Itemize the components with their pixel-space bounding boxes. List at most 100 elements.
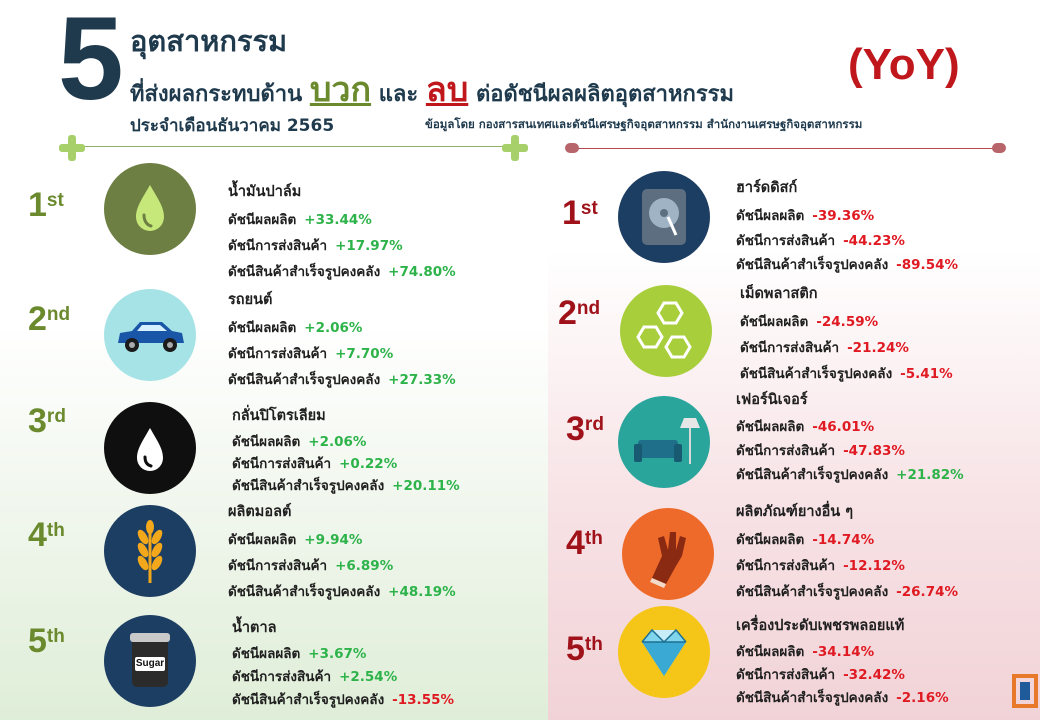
sofa-lamp-icon — [618, 396, 710, 488]
shipment-row: ดัชนีการส่งสินค้า +2.54% — [232, 669, 398, 685]
industry-name: รถยนต์ — [228, 292, 273, 308]
shipment-value: -32.42% — [843, 667, 905, 683]
hard-disk-icon — [618, 171, 710, 263]
negative-item-3: เฟอร์นิเจอร์ ดัชนีผลผลิต -46.01% ดัชนีการ… — [736, 388, 964, 487]
minus-icon — [565, 143, 579, 153]
industry-name: ผลิตมอลต์ — [228, 504, 292, 520]
negative-item-4: ผลิตภัณฑ์ยางอื่น ๆ ดัชนีผลผลิต -14.74% ดั… — [736, 500, 958, 605]
negative-divider — [568, 148, 998, 149]
sugar-jar-icon: Sugar — [104, 615, 196, 707]
industry-name: กลั่นปิโตรเลียม — [232, 408, 326, 424]
industry-name: เฟอร์นิเจอร์ — [736, 392, 808, 408]
negative-item-2: เม็ดพลาสติก ดัชนีผลผลิต -24.59% ดัชนีการส… — [740, 282, 953, 387]
production-value: +3.67% — [308, 646, 367, 662]
rubber-glove-icon — [622, 508, 714, 600]
inventory-row: ดัชนีสินค้าสำเร็จรูปคงคลัง -89.54% — [736, 257, 959, 273]
positive-item-4: ผลิตมอลต์ ดัชนีผลผลิต +9.94% ดัชนีการส่งส… — [228, 500, 456, 605]
headline-line1: อุตสาหกรรม — [130, 24, 288, 58]
positive-item-3: กลั่นปิโตรเลียม ดัชนีผลผลิต +2.06% ดัชนีก… — [232, 404, 460, 497]
shipment-value: +17.97% — [335, 238, 403, 254]
rank-negative-3: 3rd — [566, 410, 604, 448]
production-value: -34.14% — [812, 644, 875, 660]
rank-positive-1: 1st — [28, 186, 64, 224]
production-row: ดัชนีผลผลิต -46.01% — [736, 419, 875, 435]
shipment-value: -12.12% — [843, 558, 905, 574]
inventory-row: ดัชนีสินค้าสำเร็จรูปคงคลัง +21.82% — [736, 467, 964, 483]
inventory-row: ดัชนีสินค้าสำเร็จรูปคงคลัง -13.55% — [232, 692, 455, 708]
negative-item-5: เครื่องประดับเพชรพลอยแท้ ดัชนีผลผลิต -34.… — [736, 614, 949, 710]
production-row: ดัชนีผลผลิต -14.74% — [736, 532, 875, 548]
shipment-row: ดัชนีการส่งสินค้า -47.83% — [736, 443, 905, 459]
organization-logo — [1008, 666, 1040, 720]
industry-name: น้ำตาล — [232, 620, 277, 636]
shipment-value: -44.23% — [843, 233, 905, 249]
production-row: ดัชนีผลผลิต -34.14% — [736, 644, 875, 660]
shipment-row: ดัชนีการส่งสินค้า -44.23% — [736, 233, 905, 249]
industry-name: ฮาร์ดดิสก์ — [736, 180, 798, 196]
shipment-row: ดัชนีการส่งสินค้า -21.24% — [740, 340, 909, 356]
inventory-row: ดัชนีสินค้าสำเร็จรูปคงคลัง -2.16% — [736, 690, 949, 706]
diamond-icon — [618, 606, 710, 698]
inventory-value: -2.16% — [896, 690, 949, 706]
positive-item-5: น้ำตาล ดัชนีผลผลิต +3.67% ดัชนีการส่งสินค… — [232, 616, 454, 712]
rank-negative-2: 2nd — [558, 294, 601, 332]
shipment-row: ดัชนีการส่งสินค้า +7.70% — [228, 346, 394, 362]
rank-positive-5: 5th — [28, 622, 65, 660]
wheat-icon — [104, 505, 196, 597]
shipment-value: +0.22% — [339, 456, 398, 472]
positive-item-1: น้ำมันปาล์ม ดัชนีผลผลิต +33.44% ดัชนีการส… — [228, 180, 456, 285]
production-value: +9.94% — [304, 532, 363, 548]
production-value: -39.36% — [812, 208, 875, 224]
yoy-label: (YoY) — [848, 40, 960, 89]
rank-positive-2: 2nd — [28, 300, 71, 338]
shipment-value: +7.70% — [335, 346, 394, 362]
production-value: +33.44% — [304, 212, 372, 228]
inventory-value: -89.54% — [896, 257, 959, 273]
petroleum-drop-icon — [104, 402, 196, 494]
inventory-row: ดัชนีสินค้าสำเร็จรูปคงคลัง +48.19% — [228, 584, 456, 600]
source-credit: ข้อมูลโดย กองสารสนเทศและดัชนีเศรษฐกิจอุต… — [425, 117, 863, 131]
inventory-value: +20.11% — [392, 478, 460, 494]
shipment-value: -47.83% — [843, 443, 905, 459]
positive-word: บวก — [309, 70, 372, 110]
plastic-pellets-icon — [620, 285, 712, 377]
plus-icon — [500, 133, 530, 163]
shipment-value: +6.89% — [335, 558, 394, 574]
inventory-value: -13.55% — [392, 692, 455, 708]
rank-positive-4: 4th — [28, 516, 65, 554]
rank-negative-5: 5th — [566, 630, 603, 668]
positive-divider — [68, 146, 523, 147]
production-value: +2.06% — [304, 320, 363, 336]
shipment-row: ดัชนีการส่งสินค้า -32.42% — [736, 667, 905, 683]
rank-negative-4: 4th — [566, 524, 603, 562]
inventory-row: ดัชนีสินค้าสำเร็จรูปคงคลัง +27.33% — [228, 372, 456, 388]
production-value: +2.06% — [308, 434, 367, 450]
shipment-value: -21.24% — [847, 340, 909, 356]
rank-negative-1: 1st — [562, 194, 598, 232]
shipment-row: ดัชนีการส่งสินค้า +0.22% — [232, 456, 398, 472]
industry-name: เครื่องประดับเพชรพลอยแท้ — [736, 618, 905, 634]
industry-name: ผลิตภัณฑ์ยางอื่น ๆ — [736, 504, 854, 520]
production-row: ดัชนีผลผลิต -39.36% — [736, 208, 875, 224]
production-value: -14.74% — [812, 532, 875, 548]
car-icon — [104, 289, 196, 381]
inventory-value: +21.82% — [896, 467, 964, 483]
shipment-row: ดัชนีการส่งสินค้า +17.97% — [228, 238, 403, 254]
negative-item-1: ฮาร์ดดิสก์ ดัชนีผลผลิต -39.36% ดัชนีการส่… — [736, 176, 958, 277]
positive-item-2: รถยนต์ ดัชนีผลผลิต +2.06% ดัชนีการส่งสินค… — [228, 288, 456, 393]
industry-name: เม็ดพลาสติก — [740, 286, 818, 302]
rank-positive-3: 3rd — [28, 402, 66, 440]
industry-name: น้ำมันปาล์ม — [228, 184, 302, 200]
inventory-value: -5.41% — [900, 366, 953, 382]
inventory-row: ดัชนีสินค้าสำเร็จรูปคงคลัง +20.11% — [232, 478, 460, 494]
production-row: ดัชนีผลผลิต +33.44% — [228, 212, 372, 228]
inventory-row: ดัชนีสินค้าสำเร็จรูปคงคลัง -5.41% — [740, 366, 953, 382]
oil-drop-icon — [104, 163, 196, 255]
headline-line2: ที่ส่งผลกระทบด้าน บวก และ ลบ ต่อดัชนีผลผ… — [130, 70, 734, 110]
production-row: ดัชนีผลผลิต +3.67% — [232, 646, 367, 662]
inventory-row: ดัชนีสินค้าสำเร็จรูปคงคลัง +74.80% — [228, 264, 456, 280]
shipment-row: ดัชนีการส่งสินค้า +6.89% — [228, 558, 394, 574]
shipment-row: ดัชนีการส่งสินค้า -12.12% — [736, 558, 905, 574]
production-row: ดัชนีผลผลิต +2.06% — [228, 320, 363, 336]
production-row: ดัชนีผลผลิต +9.94% — [228, 532, 363, 548]
